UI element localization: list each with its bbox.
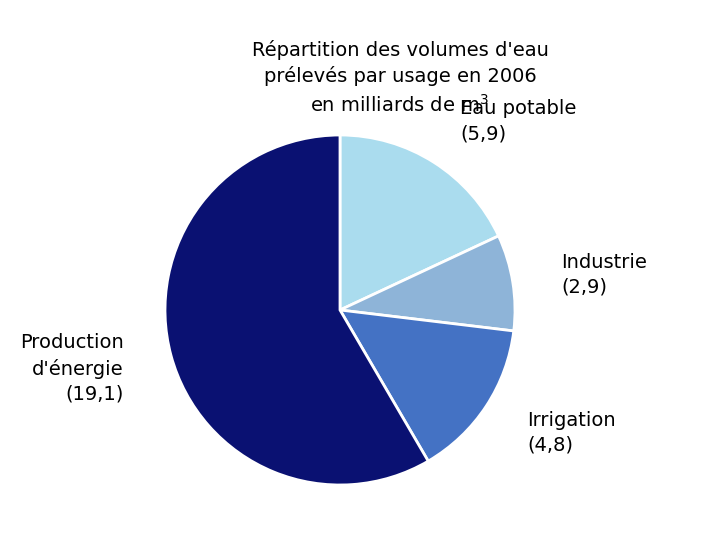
Wedge shape	[340, 310, 514, 461]
Text: Industrie
(2,9): Industrie (2,9)	[561, 253, 647, 296]
Text: Répartition des volumes d'eau
prélevés par usage en 2006
en milliards de m$^3$: Répartition des volumes d'eau prélevés p…	[251, 40, 549, 116]
Text: Eau potable
(5,9): Eau potable (5,9)	[460, 99, 577, 143]
Text: Irrigation
(4,8): Irrigation (4,8)	[527, 411, 616, 455]
Wedge shape	[165, 135, 428, 485]
Wedge shape	[340, 135, 498, 310]
Wedge shape	[340, 236, 515, 331]
Text: Production
d'énergie
(19,1): Production d'énergie (19,1)	[20, 333, 124, 404]
